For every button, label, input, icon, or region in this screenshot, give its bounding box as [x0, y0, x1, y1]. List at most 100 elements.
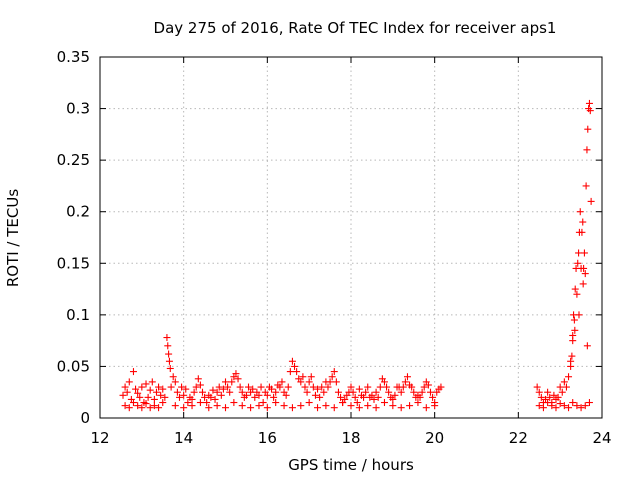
data-point — [270, 393, 278, 401]
data-point — [328, 373, 336, 381]
data-point — [374, 393, 382, 401]
data-point — [383, 383, 391, 391]
data-point — [121, 383, 129, 391]
data-point — [583, 342, 591, 350]
data-point — [546, 393, 554, 401]
data-point — [533, 383, 541, 391]
data-point — [184, 399, 192, 407]
data-point — [263, 391, 271, 399]
data-point — [242, 391, 250, 399]
data-point — [205, 404, 213, 412]
data-point — [429, 393, 437, 401]
data-point — [278, 378, 286, 386]
data-point — [159, 399, 167, 407]
data-point — [587, 197, 595, 205]
data-point — [180, 404, 188, 412]
data-point — [558, 388, 566, 396]
data-point — [364, 383, 372, 391]
data-point — [577, 404, 585, 412]
data-point — [305, 378, 313, 386]
data-point — [159, 385, 167, 393]
data-point — [257, 383, 265, 391]
data-point — [129, 368, 137, 376]
data-point — [188, 395, 196, 403]
data-point — [224, 383, 232, 391]
data-point — [418, 388, 426, 396]
data-point — [322, 402, 330, 410]
data-point — [416, 393, 424, 401]
data-point — [222, 404, 229, 412]
data-point — [121, 402, 129, 410]
x-tick-label: 12 — [90, 429, 109, 447]
data-point — [535, 388, 543, 396]
data-point — [539, 404, 547, 412]
data-point — [399, 383, 407, 391]
data-point — [556, 400, 564, 408]
data-point — [372, 388, 380, 396]
data-point — [578, 228, 586, 236]
data-point — [581, 270, 589, 278]
data-point — [192, 383, 200, 391]
data-point — [581, 402, 589, 410]
data-point — [148, 378, 156, 386]
data-point — [560, 378, 568, 386]
data-point — [408, 383, 416, 391]
y-tick-label: 0.25 — [57, 151, 90, 169]
data-point — [584, 125, 592, 133]
data-point — [360, 393, 368, 401]
data-point — [330, 404, 338, 412]
data-point — [573, 290, 581, 298]
data-point — [562, 383, 570, 391]
data-point — [437, 383, 445, 391]
data-point — [236, 383, 244, 391]
data-point — [585, 399, 593, 407]
data-point — [167, 383, 175, 391]
data-point — [146, 386, 154, 394]
data-point — [334, 388, 342, 396]
data-point — [125, 404, 133, 412]
x-axis-title: GPS time / hours — [288, 456, 414, 474]
data-point — [573, 402, 581, 410]
data-point — [431, 402, 439, 410]
data-point — [391, 391, 399, 399]
data-point — [535, 402, 543, 410]
data-point — [249, 385, 257, 393]
data-point — [173, 388, 181, 396]
data-point — [125, 378, 133, 386]
x-tick-label: 14 — [174, 429, 193, 447]
data-point — [142, 400, 150, 408]
data-point — [316, 393, 324, 401]
data-point — [150, 402, 158, 410]
data-point — [171, 378, 179, 386]
data-point — [307, 373, 315, 381]
data-point — [583, 146, 591, 154]
data-point — [280, 402, 288, 410]
data-point — [397, 388, 405, 396]
data-point — [560, 402, 568, 410]
data-point — [332, 378, 340, 386]
y-tick-label: 0.1 — [66, 306, 90, 324]
x-tick-label: 16 — [258, 429, 277, 447]
y-tick-label: 0.05 — [57, 357, 90, 375]
data-point — [401, 378, 409, 386]
data-point — [565, 404, 573, 412]
data-point — [293, 368, 301, 376]
data-point — [324, 383, 332, 391]
data-point — [569, 399, 577, 407]
data-point — [309, 383, 317, 391]
data-point — [232, 370, 240, 378]
data-point — [347, 402, 355, 410]
data-point — [234, 375, 242, 383]
data-point — [576, 208, 584, 216]
data-point — [575, 311, 583, 319]
y-tick-label: 0.2 — [66, 203, 90, 221]
data-point — [136, 393, 144, 401]
data-point — [255, 402, 263, 410]
data-point — [165, 350, 173, 358]
data-point — [182, 385, 190, 393]
data-point — [155, 383, 163, 391]
data-point — [196, 399, 204, 407]
data-point — [574, 259, 582, 267]
data-point — [403, 373, 411, 381]
